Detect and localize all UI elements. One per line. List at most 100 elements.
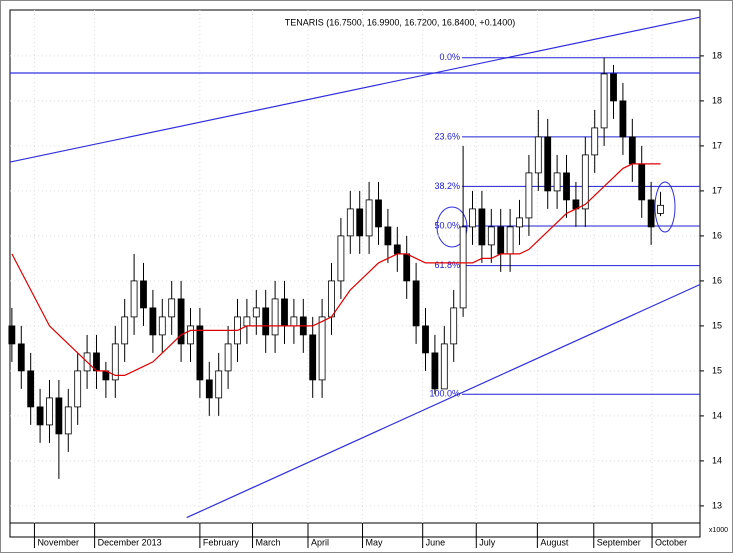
candle-body — [309, 334, 317, 381]
candle-body — [600, 73, 608, 129]
candle-body — [252, 307, 260, 318]
candle-body — [346, 208, 354, 237]
y-tick-label: 17 — [712, 140, 722, 150]
candle-body — [450, 307, 458, 345]
candle-body — [431, 352, 439, 390]
fib-label: 38.2% — [434, 181, 460, 191]
x-tick-label: December 2013 — [98, 537, 162, 547]
x-tick-label: August — [540, 537, 569, 547]
y-tick-label: 18 — [712, 95, 722, 105]
candle-body — [544, 136, 552, 192]
candle-body — [177, 298, 185, 345]
y-tick-label: 15 — [712, 320, 722, 330]
candle-body — [46, 397, 53, 426]
y-tick-label: 17 — [712, 185, 722, 195]
candle-body — [17, 343, 25, 372]
candle-body — [243, 316, 251, 327]
y-tick-label: 16 — [712, 230, 722, 240]
candle-body — [215, 370, 223, 399]
fib-label: 61.8% — [434, 260, 460, 270]
candle-body — [262, 307, 270, 336]
candle-body — [187, 325, 194, 345]
candle-body — [553, 172, 561, 192]
candle-body — [581, 154, 589, 210]
candle-body — [168, 298, 176, 318]
fib-label: 23.6% — [434, 131, 460, 141]
trendline — [186, 283, 701, 519]
y-tick-label: 18 — [712, 50, 722, 60]
y-tick-label: 13 — [712, 500, 722, 510]
candle-body — [619, 100, 627, 138]
candle-body — [469, 208, 476, 228]
moving-average — [11, 163, 661, 376]
candle-body — [356, 208, 364, 237]
candle-body — [271, 298, 279, 336]
candle-body — [36, 406, 44, 426]
x-tick-label: October — [655, 537, 687, 547]
x-tick-label: February — [203, 537, 240, 547]
candle-body — [647, 199, 655, 228]
candle-body — [497, 226, 505, 255]
y-tick-label: 14 — [712, 455, 722, 465]
candle-body — [506, 226, 514, 255]
candle-body — [74, 370, 82, 408]
candle-body — [290, 316, 298, 327]
candle-body — [393, 244, 401, 255]
candle-body — [224, 343, 232, 372]
candle-body — [478, 208, 486, 246]
highlight-circle — [654, 181, 676, 233]
volume-unit: x1000 — [709, 527, 728, 534]
candle-body — [281, 298, 288, 327]
candle-body — [403, 253, 411, 282]
candle-body — [121, 316, 129, 345]
x-tick-label: November — [37, 537, 79, 547]
x-tick-label: July — [479, 537, 496, 547]
x-tick-label: June — [426, 537, 446, 547]
candle-body — [534, 136, 542, 174]
candle-body — [563, 172, 570, 201]
trendline — [9, 16, 701, 163]
candle-body — [140, 280, 147, 309]
candle-body — [27, 370, 35, 408]
candle-body — [638, 163, 646, 201]
y-tick-label: 16 — [712, 275, 722, 285]
y-tick-label: 15 — [712, 365, 722, 375]
fib-label: 50.0% — [434, 220, 460, 230]
candle-body — [158, 316, 166, 336]
volume-strip — [9, 522, 701, 538]
fib-label: 0.0% — [439, 52, 460, 62]
candle-body — [130, 280, 138, 318]
candle-body — [111, 343, 119, 381]
fib-label: 100.0% — [429, 389, 460, 399]
candle-body — [422, 325, 429, 354]
candle-body — [55, 397, 63, 435]
y-tick-label: 14 — [712, 410, 722, 420]
x-tick-label: September — [597, 537, 641, 547]
x-tick-label: April — [311, 537, 329, 547]
chart-title: TENARIS (16.7500, 16.9900, 16.7200, 16.8… — [285, 17, 515, 27]
candle-body — [628, 136, 636, 165]
candle-body — [375, 199, 382, 228]
candle-body — [196, 325, 204, 381]
candle-body — [440, 343, 448, 390]
candle-body — [610, 73, 617, 102]
x-tick-label: March — [256, 537, 281, 547]
candle-body — [318, 316, 326, 381]
candle-body — [149, 307, 157, 336]
candle-body — [459, 226, 467, 309]
candle-body — [365, 199, 373, 237]
candle-body — [205, 379, 213, 399]
candle-body — [525, 172, 533, 219]
x-tick-label: May — [366, 537, 384, 547]
candle-body — [337, 235, 345, 282]
candle-body — [328, 280, 335, 318]
candle-body — [591, 127, 599, 156]
candle-body — [412, 280, 420, 327]
candle-body — [64, 406, 72, 435]
candle-body — [487, 226, 495, 246]
highlight-circle — [436, 206, 468, 248]
candle-body — [657, 204, 664, 214]
candle-body — [8, 325, 16, 345]
candle-body — [384, 226, 392, 246]
